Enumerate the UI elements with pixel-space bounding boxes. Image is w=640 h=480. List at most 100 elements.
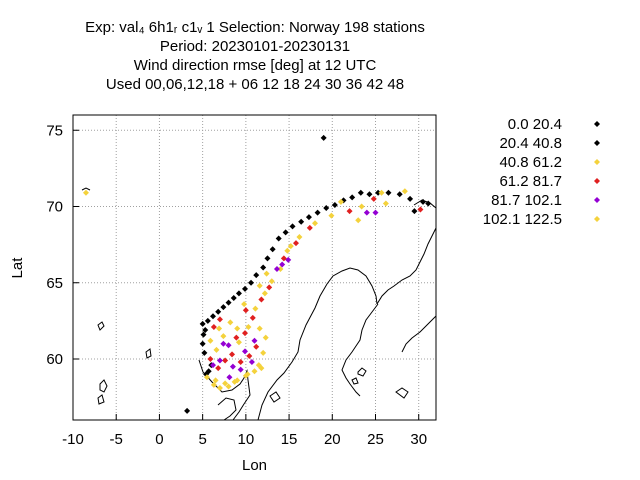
legend-marker (594, 197, 600, 203)
station-point (287, 243, 294, 250)
station-point (248, 359, 255, 366)
station-point (264, 255, 271, 262)
station-point (200, 331, 207, 338)
station-point (331, 201, 338, 208)
station-point (258, 365, 265, 372)
legend-label: 61.2 81.7 (499, 173, 562, 190)
station-point (233, 334, 240, 341)
legend: 0.0 20.4 20.4 40.8 40.8 61.2 61.2 81.7 81.7 … (483, 116, 600, 228)
station-point (292, 240, 299, 247)
legend-label: 0.0 20.4 (508, 116, 562, 133)
chart-title: Exp: val₄ 6h1ᵣ c1ᵥ 1 Selection: Norway 1… (85, 19, 425, 93)
station-point (266, 284, 273, 291)
station-point (328, 212, 335, 219)
y-tick-label: 60 (46, 351, 63, 368)
station-point (245, 323, 252, 330)
station-point (253, 343, 260, 350)
station-point (204, 317, 211, 324)
legend-label: 40.8 61.2 (499, 154, 562, 171)
station-point (337, 198, 344, 205)
legend-marker (594, 121, 600, 127)
station-point (289, 223, 296, 230)
station-point (203, 374, 210, 381)
x-tick-label: 5 (198, 431, 206, 448)
station-point (277, 266, 284, 273)
station-point (210, 313, 217, 320)
station-point (220, 333, 227, 340)
station-point (256, 282, 263, 289)
legend-marker (594, 178, 600, 184)
plot-border (72, 114, 437, 421)
station-point (306, 224, 313, 231)
x-tick-label: -5 (110, 431, 123, 448)
coastline-uk-shetland (97, 321, 152, 405)
coastline-svalbard-edge (81, 187, 437, 209)
grid-lines (72, 115, 436, 420)
station-point (284, 247, 291, 254)
station-point (275, 235, 282, 242)
station-point (357, 189, 364, 196)
station-point (216, 316, 223, 323)
station-point (363, 209, 370, 216)
station-point (241, 285, 248, 292)
station-point (248, 279, 255, 286)
station-point (212, 377, 219, 384)
station-point (202, 327, 209, 334)
station-point (411, 208, 418, 215)
station-point (235, 290, 242, 297)
station-point (225, 342, 232, 349)
x-tick-label: 0 (155, 431, 163, 448)
legend-marker (594, 216, 600, 222)
station-point (242, 307, 249, 314)
station-point (216, 325, 223, 332)
station-point (252, 305, 259, 312)
coastline-baltic-islands (351, 367, 409, 399)
x-tick-label: 20 (324, 431, 341, 448)
station-point (323, 205, 330, 212)
station-point (199, 320, 206, 327)
station-point (216, 384, 223, 391)
station-point (385, 189, 392, 196)
coastline-denmark (217, 391, 281, 421)
x-axis-label: Lon (242, 457, 267, 474)
station-point (358, 203, 365, 210)
station-point (199, 340, 206, 347)
station-point (366, 191, 373, 198)
title-line-1: Exp: val₄ 6h1ᵣ c1ᵥ 1 Selection: Norway 1… (85, 19, 425, 36)
station-point (226, 374, 233, 381)
station-point (241, 301, 248, 308)
station-point (207, 356, 214, 362)
station-point (396, 191, 403, 198)
station-point (210, 381, 217, 388)
station-point (241, 348, 248, 355)
station-point (263, 270, 270, 277)
station-point (222, 380, 229, 387)
station-point (253, 272, 260, 279)
station-point (420, 198, 427, 205)
station-point (425, 200, 432, 207)
station-point (251, 368, 258, 375)
y-tick-label: 70 (46, 199, 63, 216)
station-point (320, 134, 327, 141)
station-point (229, 351, 236, 358)
station-point (260, 264, 267, 271)
station-point (296, 234, 303, 240)
station-point (256, 325, 263, 332)
station-point (215, 365, 222, 372)
station-point (269, 246, 276, 253)
station-point (225, 383, 232, 390)
station-point (312, 220, 318, 227)
station-point (249, 314, 256, 321)
station-point (262, 334, 269, 341)
station-point (378, 189, 385, 196)
y-axis-label: Lat (9, 257, 26, 279)
station-point (213, 346, 220, 353)
station-points (82, 134, 432, 414)
station-point (234, 325, 241, 332)
station-point (260, 349, 267, 356)
station-point (215, 308, 222, 315)
station-point (285, 256, 292, 263)
station-point (251, 337, 258, 344)
station-point (227, 319, 234, 326)
